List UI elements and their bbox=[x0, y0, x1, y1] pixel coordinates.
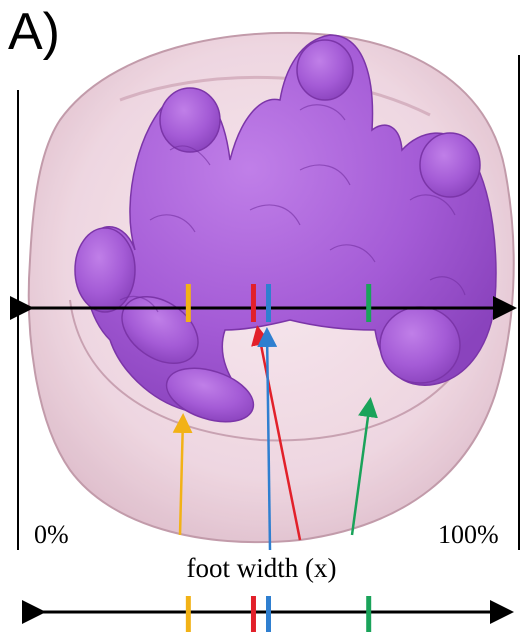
pointer-arrow-blue bbox=[257, 327, 278, 551]
pointer-arrow-yellow bbox=[172, 413, 193, 536]
scale-end-label: 100% bbox=[438, 520, 499, 549]
axis-caption: foot width (x) bbox=[186, 553, 337, 583]
pointer-arrow-green bbox=[350, 397, 378, 536]
pointer-arrow-red bbox=[251, 325, 302, 541]
shell-rim bbox=[119, 75, 431, 117]
inner-shell-contour bbox=[69, 299, 481, 442]
panel-label: A) bbox=[8, 3, 60, 61]
scale-start-label: 0% bbox=[34, 520, 69, 549]
